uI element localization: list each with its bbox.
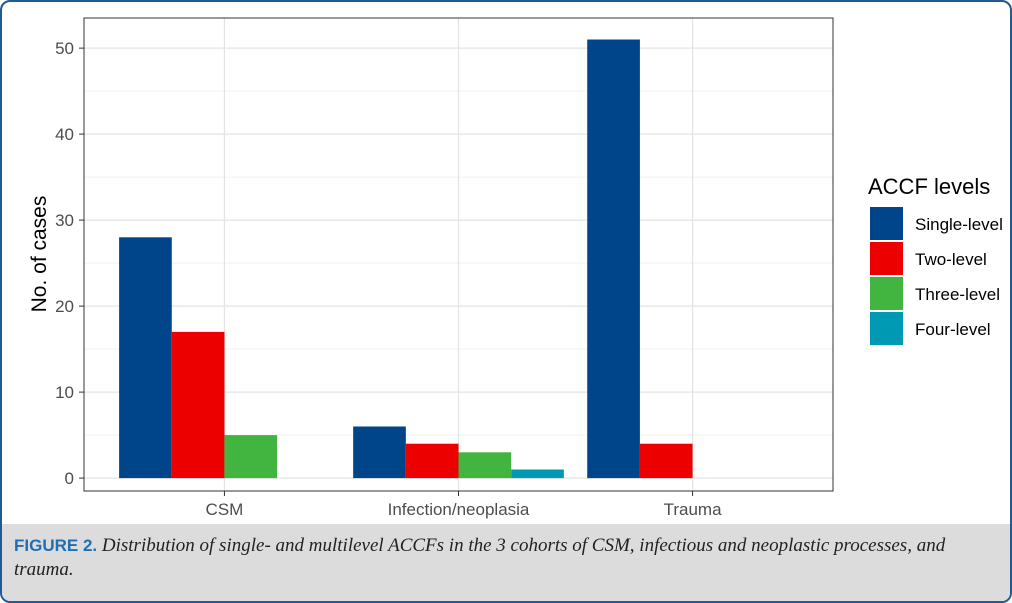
- y-axis-label: No. of cases: [28, 196, 51, 313]
- bar-chart: 0 10 20 30 40 50 CSM Infection/neoplasia Trauma…: [28, 17, 1003, 519]
- figure-caption: FIGURE 2. Distribution of single- and mu…: [2, 524, 1010, 601]
- caption-text: Distribution of single- and multilevel A…: [14, 535, 946, 580]
- caption-label: FIGURE 2.: [14, 536, 98, 555]
- legend-label: Two-level: [915, 250, 987, 269]
- bar: [639, 443, 693, 479]
- x-tick-label: CSM: [206, 500, 244, 519]
- y-axis: 0 10 20 30 40 50: [55, 39, 84, 488]
- bar: [405, 443, 459, 479]
- y-tick-label: 0: [65, 469, 74, 488]
- x-tick-label: Trauma: [664, 500, 722, 519]
- bar: [511, 469, 564, 479]
- grid-major: [84, 18, 833, 491]
- legend-label: Four-level: [915, 320, 991, 339]
- legend-swatch: [870, 207, 903, 240]
- legend-label: Single-level: [915, 215, 1003, 234]
- bar: [171, 331, 225, 479]
- legend-label: Three-level: [915, 285, 1000, 304]
- bar: [119, 237, 172, 479]
- x-tick-label: Infection/neoplasia: [388, 500, 530, 519]
- chart-area: 0 10 20 30 40 50 CSM Infection/neoplasia Trauma…: [2, 2, 1010, 524]
- bars: [119, 39, 693, 479]
- bar: [587, 39, 640, 479]
- y-tick-label: 50: [55, 39, 74, 58]
- y-tick-label: 10: [55, 383, 74, 402]
- bar: [353, 426, 406, 479]
- legend-title: ACCF levels: [868, 174, 990, 199]
- y-tick-label: 30: [55, 211, 74, 230]
- legend: ACCF levels Single-level Two-level Three-l…: [868, 174, 1003, 345]
- y-tick-label: 40: [55, 125, 74, 144]
- legend-swatch: [870, 242, 903, 275]
- x-axis: CSM Infection/neoplasia Trauma: [206, 491, 722, 519]
- legend-swatch: [870, 312, 903, 345]
- legend-swatch: [870, 277, 903, 310]
- bar: [224, 435, 278, 479]
- bar: [458, 452, 512, 479]
- y-tick-label: 20: [55, 297, 74, 316]
